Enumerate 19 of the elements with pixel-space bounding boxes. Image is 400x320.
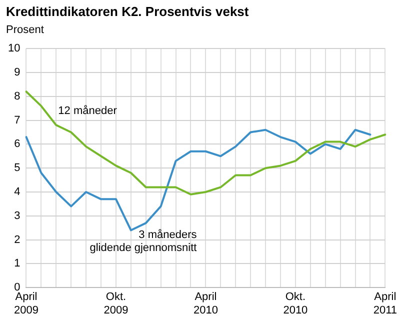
y-tick-label: 10 [8, 42, 20, 55]
series-label: 12 måneder [58, 105, 118, 118]
x-tick-label: Okt. 2010 [283, 291, 308, 316]
y-tick-label: 6 [14, 138, 20, 150]
y-tick-label: 1 [14, 258, 20, 270]
x-tick-label: April 2010 [193, 291, 218, 316]
y-tick-label: 5 [14, 162, 20, 174]
chart-title: Kredittindikatoren K2. Prosentvis vekst [6, 4, 249, 19]
y-tick-label: 2 [14, 234, 20, 246]
y-tick-label: 4 [14, 186, 20, 198]
x-tick-label: Okt. 2009 [104, 291, 128, 316]
x-tick-label: April 2011 [373, 291, 397, 316]
y-tick-label: 3 [14, 210, 20, 222]
y-tick-label: 8 [14, 90, 20, 102]
y-axis-title: Prosent [6, 24, 44, 36]
x-tick-label: April 2009 [14, 291, 38, 316]
y-tick-label: 7 [14, 114, 20, 126]
series-label: 3 måneders glidende gjennomsnitt [90, 229, 198, 254]
y-tick-label: 9 [14, 66, 20, 79]
